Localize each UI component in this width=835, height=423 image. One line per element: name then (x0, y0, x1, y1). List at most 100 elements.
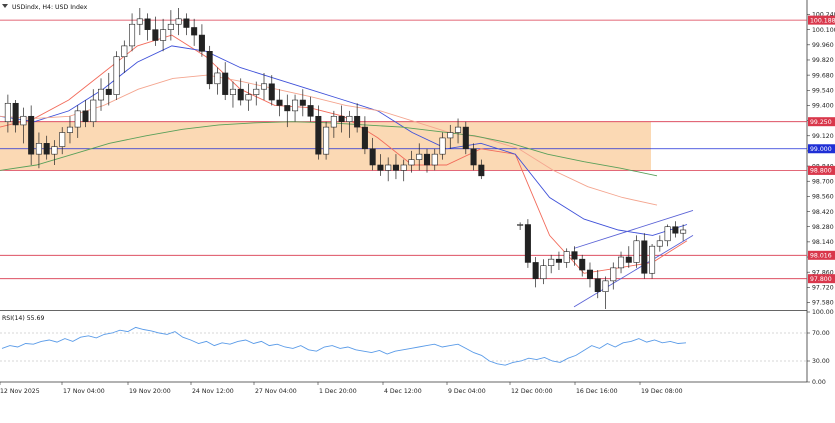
candle[interactable] (610, 262, 617, 290)
candle[interactable] (423, 148, 431, 173)
candle[interactable] (12, 100, 19, 133)
candle[interactable] (191, 18, 198, 46)
candle[interactable] (618, 251, 625, 274)
candle[interactable] (113, 51, 120, 101)
candle[interactable] (656, 235, 663, 252)
candle[interactable] (4, 94, 11, 133)
candle[interactable] (292, 94, 299, 122)
candle[interactable] (222, 62, 229, 101)
price-tick-label: 99.540 (812, 87, 834, 94)
candle[interactable] (439, 132, 446, 160)
candle[interactable] (462, 121, 469, 155)
candle[interactable] (214, 67, 221, 95)
dropdown-triangle-icon[interactable] (2, 4, 8, 8)
candle[interactable] (51, 140, 58, 165)
candle[interactable] (284, 94, 291, 128)
candle[interactable] (268, 75, 275, 106)
candle[interactable] (455, 118, 462, 144)
candle[interactable] (245, 83, 252, 111)
candle-body (198, 34, 205, 52)
candle[interactable] (354, 103, 361, 133)
candle[interactable] (90, 89, 97, 128)
candle[interactable] (59, 127, 66, 155)
candle[interactable] (625, 246, 632, 268)
rsi-line[interactable] (1, 326, 687, 366)
candle[interactable] (369, 137, 376, 171)
candle[interactable] (400, 159, 407, 182)
candle[interactable] (447, 124, 454, 149)
candle-body (43, 143, 50, 155)
candle[interactable] (540, 259, 547, 285)
candle[interactable] (74, 105, 81, 138)
candle[interactable] (338, 105, 345, 133)
candle[interactable] (633, 235, 640, 268)
candle[interactable] (307, 96, 314, 122)
candle[interactable] (198, 24, 205, 57)
candle-body (594, 278, 601, 292)
candle[interactable] (563, 248, 570, 268)
candle[interactable] (206, 45, 213, 90)
candle[interactable] (253, 81, 260, 106)
candle[interactable] (649, 244, 656, 279)
candle[interactable] (361, 116, 368, 155)
candle-body (641, 240, 648, 274)
candle[interactable] (517, 222, 524, 230)
candle[interactable] (129, 13, 136, 52)
candle[interactable] (20, 107, 27, 144)
candle[interactable] (579, 254, 586, 277)
price-tick-label: 99.120 (812, 133, 834, 140)
candle[interactable] (105, 72, 112, 106)
level-price-tag: 98.800 (808, 165, 835, 175)
candle[interactable] (98, 78, 105, 111)
candle[interactable] (43, 135, 50, 160)
trendline[interactable] (573, 234, 694, 308)
candle[interactable] (524, 219, 531, 268)
candle[interactable] (121, 40, 128, 73)
candle[interactable] (664, 224, 671, 247)
candle[interactable] (144, 13, 151, 41)
candle[interactable] (346, 110, 353, 138)
candle[interactable] (416, 143, 423, 171)
candle[interactable] (555, 251, 562, 271)
candle[interactable] (641, 233, 648, 279)
candle[interactable] (571, 246, 578, 266)
candle[interactable] (136, 8, 143, 36)
candle[interactable] (431, 148, 438, 171)
candle[interactable] (385, 157, 392, 182)
candle[interactable] (478, 159, 485, 180)
candle[interactable] (392, 154, 399, 180)
candle[interactable] (586, 262, 593, 288)
trendline[interactable] (573, 210, 694, 249)
candle[interactable] (594, 270, 601, 299)
level-price-tag: 98.016 (808, 250, 835, 260)
candle[interactable] (276, 89, 283, 117)
candle-body (315, 115, 322, 155)
candle[interactable] (66, 116, 73, 144)
candle[interactable] (160, 18, 167, 52)
candle[interactable] (152, 16, 159, 46)
candle[interactable] (260, 72, 268, 101)
candle[interactable] (35, 132, 42, 169)
candle[interactable] (672, 221, 679, 238)
candle[interactable] (408, 150, 415, 173)
candle[interactable] (330, 110, 337, 138)
candle[interactable] (82, 100, 89, 128)
candle[interactable] (532, 257, 539, 288)
candle[interactable] (183, 13, 190, 36)
candle[interactable] (602, 276, 609, 309)
candle[interactable] (680, 224, 687, 241)
candle[interactable] (175, 8, 182, 36)
candle[interactable] (315, 105, 322, 160)
moving-average-long[interactable] (0, 121, 658, 177)
moving-average-slow[interactable] (0, 74, 658, 206)
candle[interactable] (548, 254, 555, 274)
candle[interactable] (470, 143, 477, 171)
candle[interactable] (323, 121, 330, 160)
candle[interactable] (237, 78, 244, 106)
candle[interactable] (229, 81, 236, 108)
candle[interactable] (377, 154, 384, 176)
candle[interactable] (299, 89, 306, 117)
candle[interactable] (28, 105, 35, 165)
candle[interactable] (167, 10, 174, 41)
